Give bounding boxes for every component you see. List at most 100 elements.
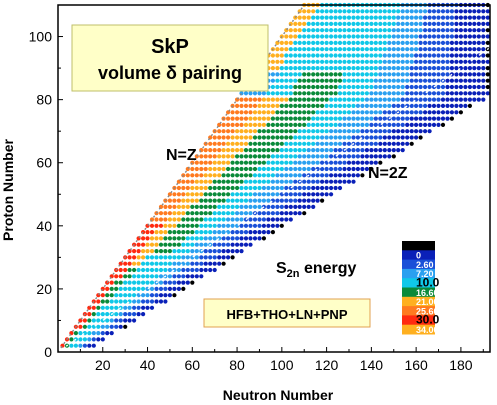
nuclide-point: [485, 91, 490, 96]
nuclide-point: [167, 198, 172, 203]
nuclide-point: [369, 47, 374, 52]
nuclide-point: [154, 223, 159, 228]
nuclide-point: [423, 72, 428, 77]
nuclide-point: [342, 78, 347, 83]
nuclide-point: [337, 141, 343, 146]
nuclide-point: [391, 47, 396, 52]
nuclide-point: [257, 135, 262, 140]
nuclide-point: [270, 230, 275, 235]
nuclide-point: [293, 110, 298, 115]
nuclide-point: [311, 116, 316, 121]
nuclide-point: [485, 78, 490, 83]
nuclide-point: [329, 122, 334, 127]
nuclide-point: [440, 91, 446, 96]
nuclide-point: [73, 343, 78, 348]
nuclide-point: [382, 122, 387, 127]
nuclide-point: [149, 274, 155, 279]
nuclide-point: [248, 185, 253, 191]
nuclide-point: [194, 230, 199, 235]
nuclide-point: [279, 204, 284, 209]
nuclide-point: [163, 242, 168, 247]
nuclide-point: [405, 129, 410, 134]
nuclide-point: [172, 261, 177, 266]
nuclide-point: [467, 47, 472, 52]
nuclide-point: [476, 47, 481, 52]
nuclide-point: [252, 122, 258, 127]
nuclide-point: [373, 47, 378, 52]
nuclide-point: [364, 28, 369, 33]
nuclide-point: [337, 21, 343, 26]
nuclide-point: [400, 40, 405, 46]
nuclide-point: [284, 72, 289, 77]
nuclide-point: [226, 217, 231, 222]
nuclide-point: [400, 34, 405, 39]
nuclide-point: [136, 280, 141, 285]
nuclide-point: [405, 84, 410, 90]
nuclide-point: [163, 217, 168, 222]
nuclide-point: [320, 103, 325, 108]
nuclide-point: [252, 236, 258, 241]
nuclide-point: [261, 129, 266, 134]
nuclide-point: [418, 122, 423, 127]
nuclide-point: [311, 122, 316, 127]
nuclide-point: [360, 47, 365, 52]
y-tick-label: 80: [36, 92, 52, 108]
nuclide-point: [167, 261, 172, 266]
nuclide-point: [279, 116, 284, 121]
nuclide-point: [145, 242, 150, 247]
nuclide-point: [297, 135, 302, 140]
nuclide-point: [315, 129, 320, 134]
nuclide-point: [194, 185, 199, 191]
nuclide-point: [414, 135, 419, 140]
nuclide-point: [199, 192, 204, 197]
nuclide-point: [351, 173, 356, 178]
nuclide-point: [364, 40, 369, 46]
nuclide-point: [418, 40, 423, 46]
nuclide-point: [248, 148, 253, 153]
nuclide-point: [391, 59, 396, 64]
nuclide-point: [297, 122, 302, 127]
nuclide-point: [351, 9, 356, 14]
nuclide-point: [355, 59, 360, 64]
nuclide-point: [208, 255, 213, 260]
nuclide-point: [172, 198, 177, 203]
nuclide-point: [235, 211, 240, 216]
nuclide-point: [199, 261, 204, 266]
nuclide-point: [235, 160, 240, 165]
nuclide-point: [360, 15, 365, 20]
nuclide-point: [154, 242, 159, 247]
nuclide-point: [221, 261, 226, 266]
nuclide-point: [279, 148, 284, 153]
nuclide-point: [288, 204, 293, 209]
nuclide-point: [423, 28, 428, 33]
nuclide-point: [297, 66, 302, 71]
nuclide-point: [360, 66, 365, 71]
nuclide-point: [132, 255, 137, 260]
nuclide-point: [472, 34, 477, 39]
nuclide-point: [208, 267, 213, 273]
nuclide-point: [436, 34, 441, 39]
nuclide-point: [109, 324, 114, 329]
nuclide-point: [467, 91, 472, 96]
nuclide-point: [423, 129, 428, 134]
nuclide-point: [414, 84, 419, 90]
nuclide-point: [185, 223, 190, 228]
nuclide-point: [136, 255, 141, 260]
nuclide-point: [315, 72, 320, 77]
nuclide-point: [154, 230, 159, 235]
nuclide-point: [302, 110, 307, 115]
nuclide-point: [302, 9, 307, 14]
nuclide-point: [409, 97, 414, 102]
nuclide-point: [333, 141, 338, 146]
nuclide-point: [149, 236, 155, 241]
nuclide-point: [105, 331, 110, 336]
nuclide-point: [105, 299, 110, 304]
nuclide-point: [288, 179, 293, 184]
nuclide-point: [391, 28, 396, 33]
nuclide-point: [364, 97, 369, 102]
nuclide-point: [454, 66, 459, 71]
nuclide-point: [114, 324, 119, 329]
nuclide-point: [346, 59, 352, 64]
nuclide-point: [163, 255, 168, 260]
nuclide-point: [427, 40, 432, 46]
